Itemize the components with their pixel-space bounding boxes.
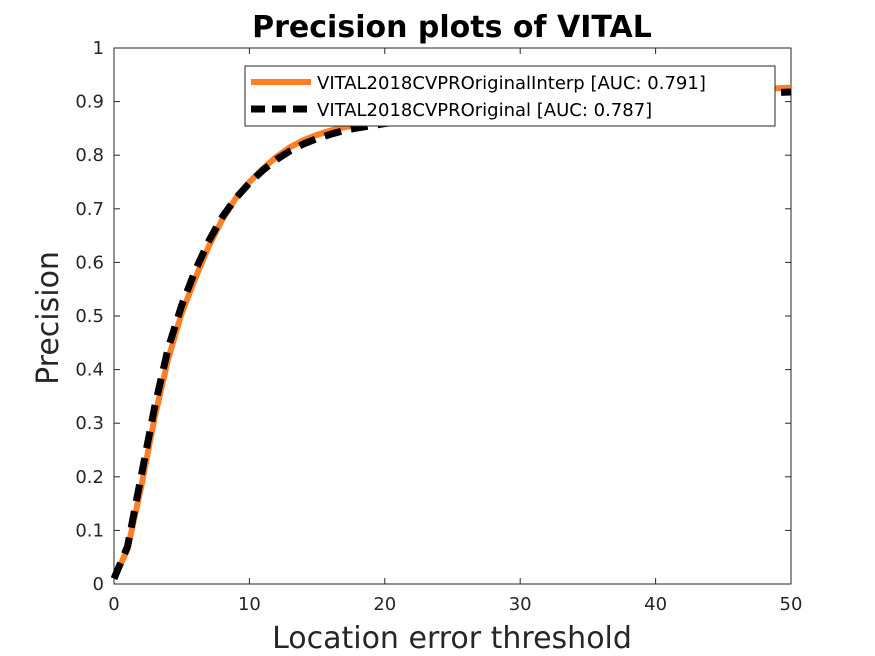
y-tick-label: 0.4 <box>75 360 104 381</box>
x-tick-label: 50 <box>780 594 803 615</box>
y-tick-label: 0.8 <box>75 145 104 166</box>
y-tick-label: 0.9 <box>75 92 104 113</box>
y-tick-label: 0 <box>93 574 104 595</box>
x-tick-label: 20 <box>373 594 396 615</box>
y-tick-label: 0.2 <box>75 467 104 488</box>
legend: VITAL2018CVPROriginalInterp [AUC: 0.791]… <box>244 65 776 127</box>
y-tick-labels: 0 0.1 0.2 0.3 0.4 0.5 0.6 0.7 0.8 0.9 1 <box>75 38 104 595</box>
y-tick-label: 0.1 <box>75 520 104 541</box>
y-tick-label: 0.7 <box>75 199 104 220</box>
x-tick-label: 30 <box>509 594 532 615</box>
y-tick-label: 1 <box>93 38 104 59</box>
x-tick-label: 40 <box>644 594 667 615</box>
x-axis-label: Location error threshold <box>272 621 632 656</box>
chart-title: Precision plots of VITAL <box>252 10 652 45</box>
x-tick-label: 10 <box>238 594 261 615</box>
y-tick-label: 0.6 <box>75 252 104 273</box>
y-tick-label: 0.3 <box>75 413 104 434</box>
y-tick-label: 0.5 <box>75 306 104 327</box>
x-tick-labels: 0 10 20 30 40 50 <box>108 594 802 615</box>
legend-box <box>244 65 776 127</box>
axis-ticks <box>113 47 792 585</box>
legend-label-interp: VITAL2018CVPROriginalInterp [AUC: 0.791] <box>317 73 706 94</box>
plot-area <box>113 47 792 585</box>
legend-entry: VITAL2018CVPROriginalInterp [AUC: 0.791] <box>251 73 706 94</box>
legend-label-original: VITAL2018CVPROriginal [AUC: 0.787] <box>317 100 652 121</box>
legend-entry: VITAL2018CVPROriginal [AUC: 0.787] <box>251 100 652 121</box>
y-axis-label: Precision <box>31 251 66 385</box>
x-tick-label: 0 <box>108 594 119 615</box>
